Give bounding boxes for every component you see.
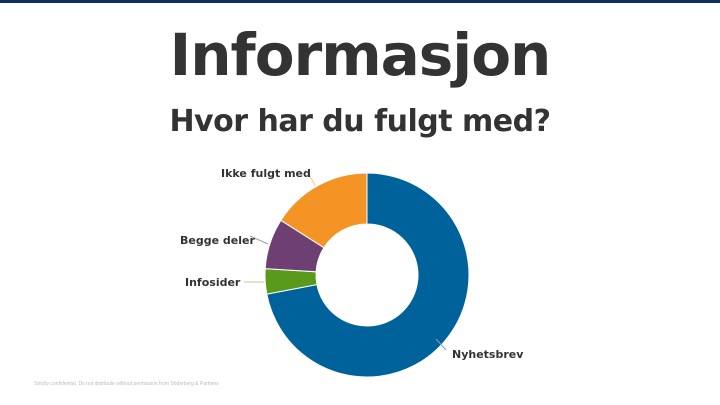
- leader-line-nyhetsbrev: [435, 338, 447, 351]
- leader-line-ikke: [304, 169, 316, 187]
- confidentiality-footer: Strictly confidential. Do not distribute…: [34, 381, 219, 387]
- slice-nyhetsbrev: [266, 172, 470, 378]
- label-ikke-fulgt-med: Ikke fulgt med: [221, 167, 311, 180]
- label-nyhetsbrev: Nyhetsbrev: [452, 348, 524, 361]
- donut-slices: [264, 172, 470, 378]
- top-accent-bar: [0, 0, 720, 3]
- slide-title: Informasjon: [169, 21, 552, 89]
- slide-subtitle: Hvor har du fulgt med?: [169, 104, 551, 139]
- leader-line-begge: [249, 235, 269, 245]
- label-infosider: Infosider: [185, 276, 241, 289]
- slice-ikke-fulgt-med: [280, 172, 368, 249]
- label-begge-deler: Begge deler: [180, 234, 255, 247]
